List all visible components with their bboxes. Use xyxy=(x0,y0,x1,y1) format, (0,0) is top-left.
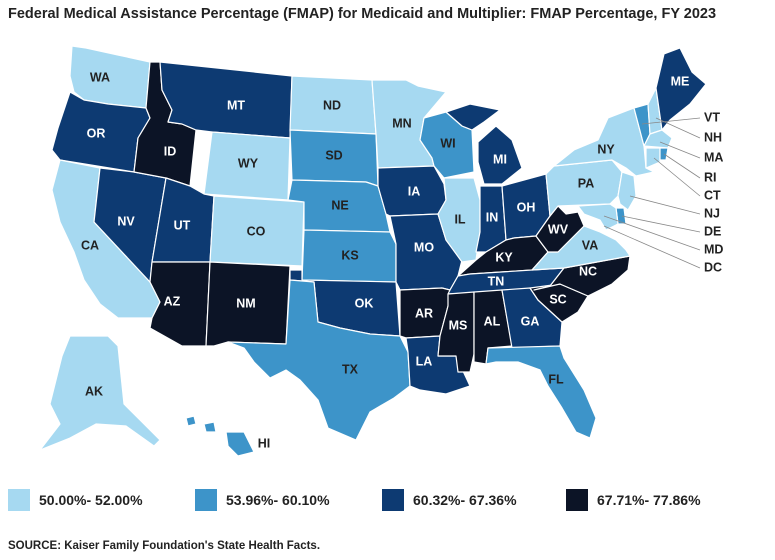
label-CA: CA xyxy=(81,238,99,252)
label-ND: ND xyxy=(323,98,341,112)
state-AK[interactable] xyxy=(39,335,161,451)
label-AL: AL xyxy=(484,314,501,328)
state-FL[interactable] xyxy=(485,345,597,439)
label-DE: DE xyxy=(704,224,721,238)
state-MI[interactable] xyxy=(445,103,501,131)
state-MI-lp[interactable] xyxy=(477,125,523,185)
label-MD: MD xyxy=(704,242,723,256)
label-NH: NH xyxy=(704,130,722,144)
label-MA: MA xyxy=(704,150,723,164)
label-OK: OK xyxy=(355,296,374,310)
us-choropleth-map: WA OR CA NV ID MT WY UT AZ CO NM ND SD N… xyxy=(39,45,723,457)
label-OH: OH xyxy=(517,200,536,214)
label-MN: MN xyxy=(392,116,411,130)
label-TN: TN xyxy=(488,274,505,288)
label-WA: WA xyxy=(90,70,110,84)
label-AZ: AZ xyxy=(164,294,181,308)
label-WY: WY xyxy=(238,156,259,170)
label-WV: WV xyxy=(548,222,569,236)
legend-label-2: 53.96%- 60.10% xyxy=(226,492,330,508)
legend-swatch-2 xyxy=(195,489,217,511)
label-NM: NM xyxy=(236,296,255,310)
label-RI: RI xyxy=(704,170,717,184)
label-MS: MS xyxy=(449,318,468,332)
label-HI: HI xyxy=(258,436,271,450)
legend-item-1: 50.00%- 52.00% xyxy=(8,489,143,511)
label-VA: VA xyxy=(582,238,598,252)
state-NY[interactable] xyxy=(553,107,655,177)
state-NJ[interactable] xyxy=(617,171,637,211)
state-MD[interactable] xyxy=(577,203,619,231)
state-CT[interactable] xyxy=(645,147,661,169)
legend-item-2: 53.96%- 60.10% xyxy=(195,489,330,511)
legend-swatch-1 xyxy=(8,489,30,511)
label-IA: IA xyxy=(408,184,421,198)
legend-item-4: 67.71%- 77.86% xyxy=(566,489,701,511)
legend-swatch-4 xyxy=(566,489,588,511)
label-SC: SC xyxy=(549,292,566,306)
label-NJ: NJ xyxy=(704,206,720,220)
label-KS: KS xyxy=(341,248,358,262)
state-IL[interactable] xyxy=(437,177,481,263)
state-HI-3[interactable] xyxy=(225,431,255,457)
state-TX[interactable] xyxy=(227,279,411,441)
label-GA: GA xyxy=(521,314,540,328)
map-title: Federal Medical Assistance Percentage (F… xyxy=(8,6,717,22)
label-KY: KY xyxy=(495,250,513,264)
label-NY: NY xyxy=(597,142,615,156)
label-WI: WI xyxy=(440,136,455,150)
label-MO: MO xyxy=(414,240,434,254)
label-IN: IN xyxy=(486,210,499,224)
label-OR: OR xyxy=(87,126,106,140)
legend-label-4: 67.71%- 77.86% xyxy=(597,492,701,508)
label-DC: DC xyxy=(704,260,722,274)
label-FL: FL xyxy=(548,372,564,386)
label-TX: TX xyxy=(342,362,359,376)
state-HI-1[interactable] xyxy=(185,415,197,427)
leader-lines xyxy=(603,117,701,269)
source-note: SOURCE: Kaiser Family Foundation's State… xyxy=(8,540,321,552)
state-HI-2[interactable] xyxy=(203,421,217,433)
legend-swatch-3 xyxy=(382,489,404,511)
label-IL: IL xyxy=(454,212,465,226)
label-ME: ME xyxy=(671,74,690,88)
label-SD: SD xyxy=(325,148,342,162)
label-MI: MI xyxy=(493,152,507,166)
label-CO: CO xyxy=(247,224,266,238)
legend-label-3: 60.32%- 67.36% xyxy=(413,492,517,508)
label-NC: NC xyxy=(579,264,597,278)
label-PA: PA xyxy=(578,176,594,190)
state-NC[interactable] xyxy=(533,255,631,297)
label-AK: AK xyxy=(85,384,103,398)
legend-item-3: 60.32%- 67.36% xyxy=(382,489,517,511)
label-UT: UT xyxy=(174,218,191,232)
legend-label-1: 50.00%- 52.00% xyxy=(39,492,143,508)
label-AR: AR xyxy=(415,306,433,320)
legend: 50.00%- 52.00% 53.96%- 60.10% 60.32%- 67… xyxy=(8,489,768,513)
label-NV: NV xyxy=(117,214,135,228)
label-MT: MT xyxy=(227,98,245,112)
label-LA: LA xyxy=(416,354,433,368)
label-ID: ID xyxy=(164,144,177,158)
label-VT: VT xyxy=(704,110,720,124)
label-NE: NE xyxy=(331,198,348,212)
state-ME[interactable] xyxy=(655,47,707,131)
label-CT: CT xyxy=(704,188,721,202)
